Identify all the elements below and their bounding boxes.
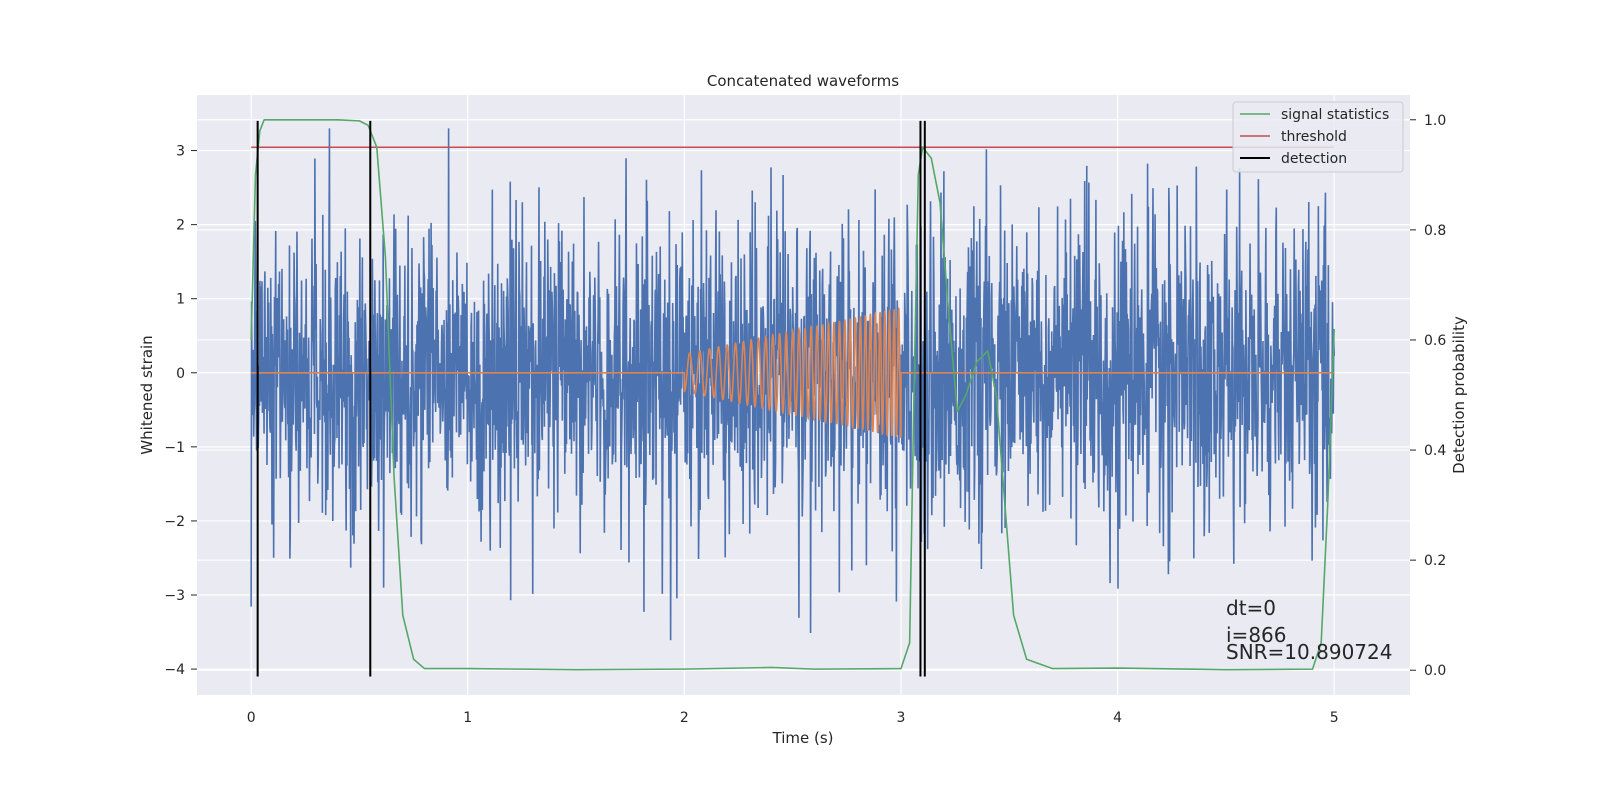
strain-line xyxy=(250,128,1335,641)
y-tick-label: −2 xyxy=(164,514,185,530)
y-tick-label: 2 xyxy=(176,218,185,234)
y2-tick-label: 0.8 xyxy=(1424,223,1446,239)
y2-tick-label: 1.0 xyxy=(1424,113,1446,129)
legend-box xyxy=(1232,101,1404,173)
y-tick-label: −4 xyxy=(164,662,185,678)
axes: 0 1 2 3 4 5 3 2 1 0 −1 −2 −3 −4 1.0 0.8 0.6 0.4 0.2 0.0 xyxy=(164,113,1446,726)
y-tick-label: 3 xyxy=(176,144,185,160)
chart-title: Concatenated waveforms xyxy=(707,72,899,90)
annotation-index: i=866 xyxy=(1226,623,1287,647)
y-tick-label: −3 xyxy=(164,588,185,604)
y2-tick-label: 0.0 xyxy=(1424,663,1446,679)
injection-line xyxy=(251,307,1335,439)
annotation-snr: SNR=10.890724 xyxy=(1226,640,1392,664)
x-tick-label: 0 xyxy=(247,710,256,726)
x-tick-label: 1 xyxy=(463,710,472,726)
signal-statistics-line xyxy=(250,118,1335,671)
legend-label-detection: detection xyxy=(1281,151,1347,167)
legend: signal statistics threshold detection xyxy=(1232,101,1404,173)
x-tick-label: 5 xyxy=(1330,710,1339,726)
legend-label-threshold: threshold xyxy=(1281,129,1347,145)
y-tick-label: −1 xyxy=(164,440,185,456)
y2-axis-label: Detection probability xyxy=(1450,316,1468,474)
y-axis-label: Whitened strain xyxy=(138,335,156,454)
data-layer xyxy=(250,118,1335,677)
y-tick-label: 0 xyxy=(176,366,185,382)
legend-label-signal-statistics: signal statistics xyxy=(1281,107,1389,123)
y-tick-label: 1 xyxy=(176,292,185,308)
x-tick-label: 2 xyxy=(680,710,689,726)
y2-tick-label: 0.4 xyxy=(1424,443,1446,459)
x-axis-label: Time (s) xyxy=(772,729,834,747)
annotation-dt: dt=0 xyxy=(1226,596,1276,620)
y2-tick-label: 0.6 xyxy=(1424,333,1446,349)
x-tick-label: 3 xyxy=(897,710,906,726)
x-tick-label: 4 xyxy=(1113,710,1122,726)
y2-tick-label: 0.2 xyxy=(1424,553,1446,569)
